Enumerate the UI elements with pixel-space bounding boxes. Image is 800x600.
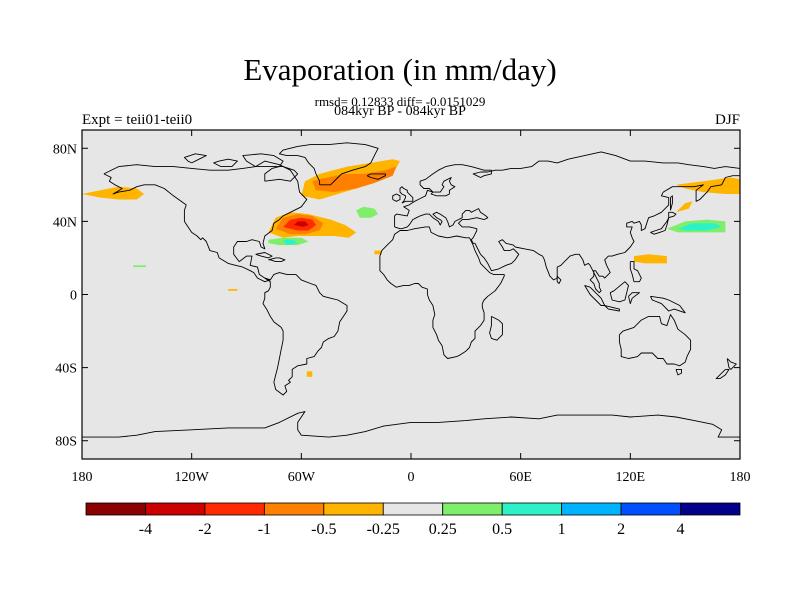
anomaly-region-18 [374,250,382,255]
coastline-28 [715,368,730,380]
map-background [82,130,740,459]
anomaly-region-7 [294,221,309,227]
coastline-27 [726,358,737,370]
anomaly-region-1 [676,177,740,194]
coastline-8 [278,142,379,186]
anomaly-region-0 [82,186,145,200]
coastline-26 [675,368,682,376]
coastline-3 [394,151,740,227]
stats-line: rmsd= 0.12833 diff= -0.0151029 [314,94,486,109]
x-tick-label-6: 180 [730,470,751,485]
y-tick-label-0: 80N [53,142,77,157]
colorbar-bin-9 [620,502,681,516]
anomaly-region-15 [133,265,146,268]
coastline-10 [213,158,238,168]
colorbar-bin-2 [204,502,265,516]
coastline-11 [183,153,207,164]
x-tick-label-4: 60E [509,470,532,485]
experiment-label: Expt = teii01-teii0 [82,112,193,128]
period-line: 084kyr BP - 084kyr BP [334,104,466,119]
coastline-18 [670,195,673,211]
colorbar-bin-10 [680,502,741,516]
colorbar-label-1: -2 [198,521,211,538]
colorbar-bin-7 [501,502,563,516]
coastline-0 [103,160,308,283]
y-tick-label-4: 80S [55,435,77,450]
coastline-14 [489,315,503,341]
coastline-25 [618,314,692,367]
coastline-17 [668,211,677,219]
y-tick-label-1: 40N [53,215,77,230]
coastline-5 [399,186,414,204]
coastline-23 [628,292,640,305]
colorbar-label-9: 4 [677,521,685,538]
chart-title: Evaporation (in mm/day) [243,52,557,87]
y-tick-label-3: 40S [55,362,77,377]
coastline-7 [366,173,386,180]
colorbar-bin-0 [85,502,146,516]
coastline-12 [268,257,286,263]
coastline-1 [262,272,348,396]
x-tick-label-2: 60W [288,470,316,485]
anomaly-region-10 [283,239,298,246]
colorbar-label-8: 2 [617,521,625,538]
x-tick-label-1: 120W [175,470,210,485]
coastline-20 [604,305,620,312]
colorbar-label-7: 1 [558,521,566,538]
x-tick-label-5: 120E [616,470,646,485]
coastline-4 [394,175,740,294]
colorbar-bin-6 [442,502,503,516]
anomaly-field [82,159,740,377]
coastline-2 [379,226,505,359]
coastline-13 [255,252,273,259]
colorbar-label-3: -0.5 [311,521,336,538]
coastline-24 [649,295,686,314]
colorbar: -4 -2 -1 -0.5 -0.25 0.25 0.5 1 2 4 [85,502,741,538]
colorbar-label-6: 0.5 [492,521,512,538]
colorbar-label-5: 0.25 [429,521,457,538]
map-axes: 180 120W 60W 0 60E 120E 180 80N 40N 0 40S 80S [53,129,751,485]
colorbar-bin-8 [561,502,622,516]
anomaly-region-13 [634,254,667,264]
colorbar-bin-1 [145,502,206,516]
colorbar-label-2: -1 [258,521,271,538]
anomaly-region-14 [676,201,693,213]
coastline-29 [82,411,740,438]
anomaly-region-12 [677,223,722,231]
y-tick-label-2: 0 [70,289,77,304]
x-tick-label-0: 180 [72,470,93,485]
coastline-22 [629,261,642,283]
x-tick-label-3: 0 [408,470,415,485]
coastlines [82,142,740,438]
map-panel [82,130,740,459]
colorbar-bin-5 [382,502,444,516]
coastline-16 [650,217,670,235]
anomaly-region-3 [312,166,397,193]
colorbar-label-0: -4 [139,521,152,538]
season-label: DJF [714,112,740,128]
colorbar-label-4: -0.25 [367,521,400,538]
coastline-9 [242,153,299,182]
coastline-6 [392,193,401,202]
colorbar-bin-3 [263,502,325,516]
coastline-15 [556,275,562,284]
colorbar-bin-4 [323,502,384,516]
anomaly-region-8 [356,206,379,218]
anomaly-region-17 [228,289,238,291]
anomaly-region-16 [306,371,313,377]
coastline-21 [609,281,629,303]
